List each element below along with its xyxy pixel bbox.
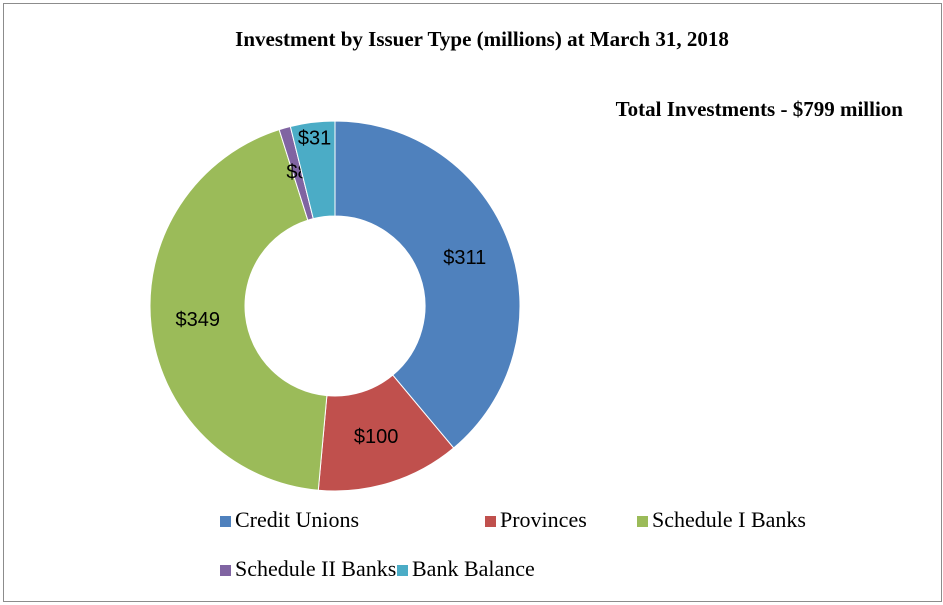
data-label: $349 <box>176 309 221 331</box>
legend-label: Bank Balance <box>412 556 535 581</box>
donut-slice <box>149 129 328 491</box>
data-label: $100 <box>354 426 399 448</box>
donut-slice <box>289 120 336 220</box>
donut-slice <box>334 120 521 449</box>
legend-swatch <box>220 516 231 527</box>
annotation: Total Investments - $799 million <box>616 97 904 121</box>
legend-label: Provinces <box>500 507 587 532</box>
data-label: $311 <box>443 247 486 269</box>
legend-swatch <box>637 516 648 527</box>
legend-swatch <box>397 565 408 576</box>
legend-swatch <box>485 516 496 527</box>
legend-label: Credit Unions <box>235 507 359 532</box>
data-label: $31 <box>298 128 331 150</box>
legend-label: Schedule II Banks <box>235 556 396 581</box>
legend-label: Schedule I Banks <box>652 507 806 532</box>
legend-swatch <box>220 565 231 576</box>
chart-title: Investment by Issuer Type (millions) at … <box>235 27 729 51</box>
